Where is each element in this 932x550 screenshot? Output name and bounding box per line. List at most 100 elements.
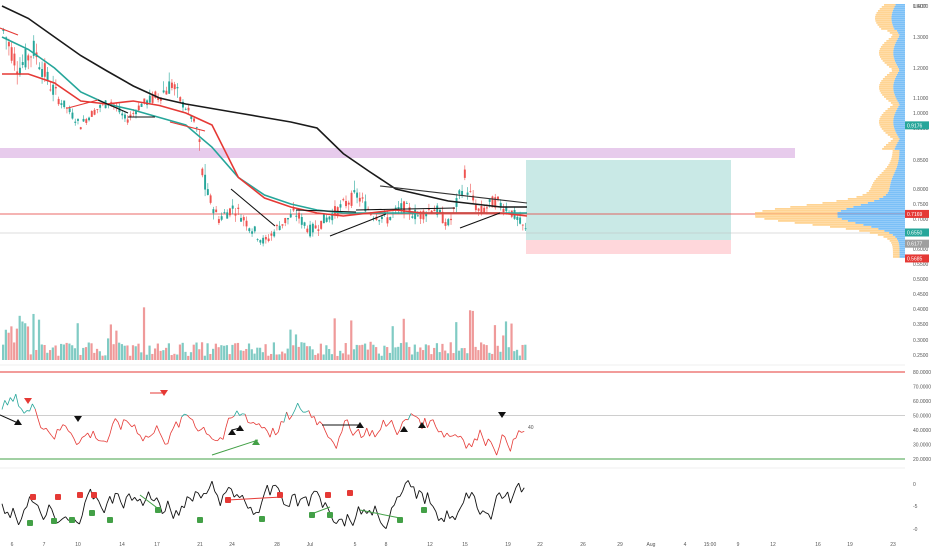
oscillator-segment (98, 500, 102, 508)
rsi-segment (70, 433, 75, 439)
volume-bar (410, 354, 414, 360)
oscillator-segment (189, 497, 193, 502)
candle-body (499, 202, 502, 208)
profile-bar (889, 32, 899, 34)
oscillator-segment (427, 492, 431, 504)
oscillator-segment (443, 510, 448, 523)
rsi-segment (291, 409, 296, 416)
profile-bar (879, 120, 894, 122)
candle-body (49, 89, 52, 91)
rsi-segment (369, 430, 373, 437)
oscillator-segment (435, 511, 440, 521)
volume-bar (54, 345, 57, 360)
oscillator-segment (217, 495, 221, 506)
volume-bar (165, 347, 168, 360)
volume-bar (82, 347, 85, 360)
volume-bar (159, 350, 162, 360)
rsi-segment (68, 430, 72, 434)
volume-bar (200, 342, 204, 360)
candle-body (90, 111, 93, 117)
profile-bar (898, 240, 905, 242)
volume-bar (300, 342, 303, 360)
profile-bar (897, 238, 905, 240)
rsi-segment (175, 421, 180, 428)
volume-bar (242, 350, 245, 360)
oscillator-segment (402, 483, 406, 492)
oscillator-segment (15, 516, 20, 525)
candle-body (179, 97, 182, 102)
oscillator-segment (7, 511, 11, 518)
candle-body (212, 209, 215, 214)
volume-bar (101, 355, 104, 360)
profile-bar (859, 230, 885, 232)
volume-bar (137, 343, 140, 360)
volume-bar (167, 343, 170, 360)
oscillator-segment (509, 495, 514, 504)
oscillator-segment (87, 488, 91, 496)
time-tick: 17 (154, 542, 160, 548)
candle-body (242, 217, 245, 221)
profile-bar (891, 68, 899, 70)
volume-bar (372, 344, 375, 360)
profile-bar (891, 20, 905, 22)
price-panel[interactable] (0, 0, 905, 265)
rsi-segment (156, 425, 160, 433)
time-tick: Aug (647, 542, 656, 548)
profile-bar (899, 244, 905, 246)
profile-bar (892, 250, 900, 252)
rsi-segment (468, 443, 473, 448)
profile-bar (889, 66, 898, 68)
candle-body (46, 71, 49, 81)
candle-body (502, 208, 505, 213)
rsi-segment (490, 442, 495, 449)
time-tick: 14 (119, 542, 125, 548)
candle-body (306, 228, 309, 233)
profile-bar (895, 78, 905, 80)
profile-bar (898, 102, 905, 104)
profile-bar (889, 188, 905, 190)
volume-bar (162, 350, 165, 360)
oscillator-segment (123, 497, 127, 509)
oscillator-segment (9, 507, 14, 518)
volume-bar (129, 355, 132, 360)
price-tag-bg (905, 209, 929, 218)
bear-marker (277, 492, 283, 498)
profile-bar (890, 160, 899, 162)
rsi-segment (330, 438, 334, 444)
rsi-segment (416, 416, 420, 420)
profile-bar (895, 42, 905, 44)
oscillator-segment (148, 491, 152, 500)
candle-body (364, 201, 367, 212)
candle-body (477, 208, 480, 211)
rsi-segment (308, 410, 312, 418)
profile-bar (893, 84, 905, 86)
candle-body (317, 229, 320, 231)
volume-bar (281, 351, 284, 360)
profile-bar (847, 198, 880, 200)
volume-bar (24, 323, 27, 360)
rsi-segment (513, 437, 517, 440)
rsi-segment (178, 416, 182, 428)
volume-bar (107, 338, 110, 360)
profile-bar (895, 96, 905, 98)
rsi-segment (247, 421, 251, 424)
bear-marker (77, 492, 83, 498)
rsi-segment (189, 417, 193, 421)
candle-body (170, 82, 173, 88)
moving-average-line (1, 5, 527, 208)
rsi-segment (264, 427, 268, 432)
volume-bar (513, 351, 516, 360)
oscillator-segment (139, 498, 144, 506)
rsi-tick: 50.0000 (913, 414, 931, 420)
volume-bar (173, 353, 176, 360)
rsi-segment (427, 420, 431, 428)
candle-body (389, 216, 392, 220)
candle-body (436, 205, 439, 215)
profile-bar (899, 254, 905, 256)
oscillator-segment (225, 487, 229, 493)
profile-bar (892, 138, 900, 140)
profile-bar (879, 88, 894, 90)
oscillator-segment (51, 509, 55, 518)
rsi-segment (117, 422, 122, 430)
